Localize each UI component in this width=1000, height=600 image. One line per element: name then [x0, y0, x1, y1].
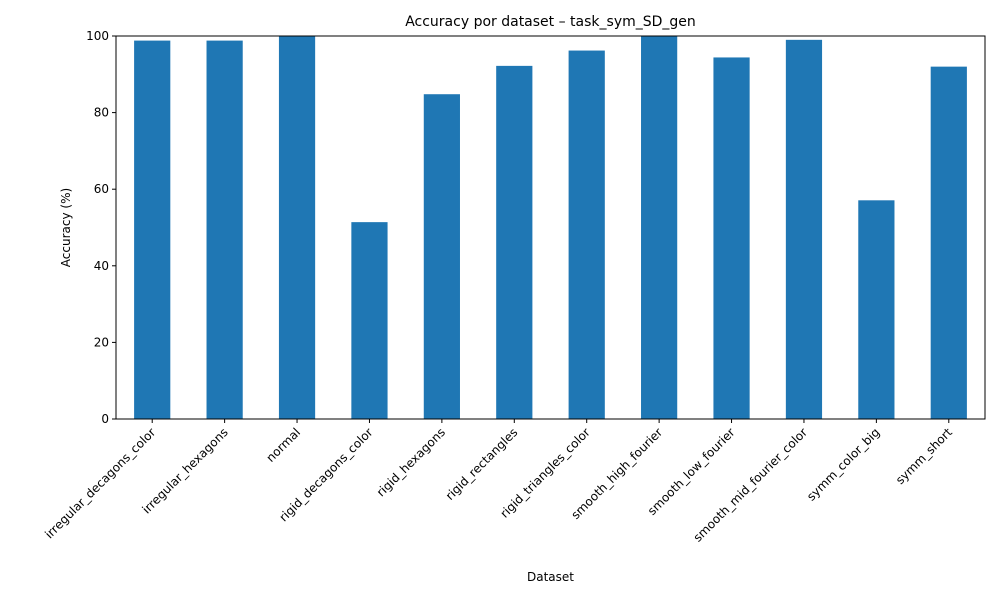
bar-irregular_hexagons	[206, 40, 243, 419]
bar-rigid_decagons_color	[351, 222, 388, 419]
y-tick-label: 100	[86, 29, 109, 43]
y-tick-label: 40	[94, 259, 109, 273]
x-axis-title: Dataset	[527, 570, 574, 584]
bar-symm_short	[930, 66, 967, 419]
bars-group	[134, 36, 967, 420]
x-tick-label-rigid_hexagons: rigid_hexagons	[374, 425, 448, 499]
x-tick-label-normal: normal	[264, 425, 304, 465]
bar-rigid_rectangles	[496, 65, 533, 420]
bar-normal	[278, 36, 316, 419]
x-tick-label-rigid_rectangles: rigid_rectangles	[443, 425, 521, 503]
y-axis-title: Accuracy (%)	[59, 188, 73, 267]
y-tick-label: 60	[94, 182, 109, 196]
plot-frame	[115, 35, 986, 420]
x-tick-label-symm_short: symm_short	[893, 425, 955, 487]
y-tick-label: 0	[101, 412, 109, 426]
x-axis: irregular_decagons_colorirregular_hexago…	[42, 419, 955, 545]
y-axis: 0 20 40 60 80 100	[86, 29, 116, 426]
bar-smooth_low_fourier	[713, 57, 750, 419]
x-tick-label-irregular_decagons_color: irregular_decagons_color	[42, 425, 158, 541]
bar-irregular_decagons_color	[134, 40, 171, 419]
bar-smooth_high_fourier	[641, 36, 678, 419]
chart-title: Accuracy por dataset – task_sym_SD_gen	[405, 14, 696, 30]
y-tick-label: 20	[94, 335, 109, 349]
bar-symm_color_big	[858, 200, 895, 419]
bar-smooth_mid_fourier_color	[785, 39, 823, 420]
bar-rigid_triangles_color	[568, 50, 605, 419]
x-tick-label-symm_color_big: symm_color_big	[804, 425, 882, 503]
bar-rigid_hexagons	[423, 94, 460, 419]
y-tick-label: 80	[94, 106, 109, 120]
